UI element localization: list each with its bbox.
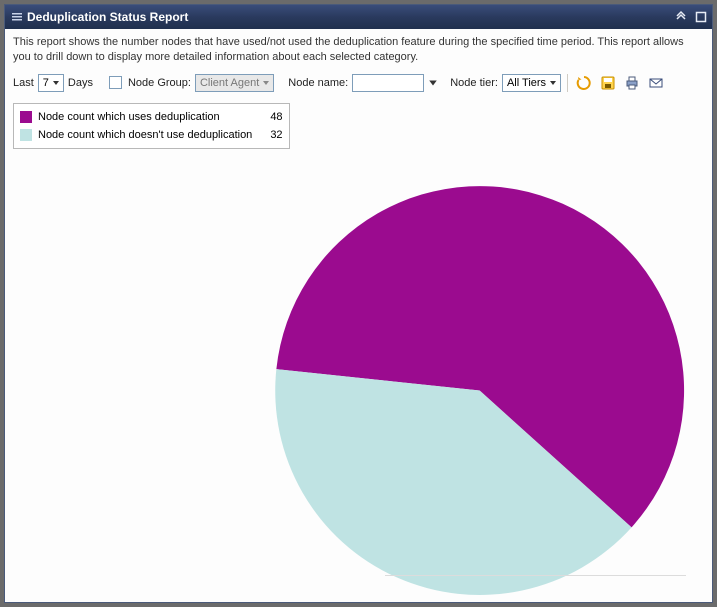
chevron-down-icon: [261, 78, 271, 88]
last-label: Last: [13, 77, 34, 89]
filter-toolbar: Last 7 Days Node Group: Client Agent Nod…: [5, 69, 712, 99]
save-button[interactable]: [598, 73, 618, 93]
node-group-label: Node Group:: [128, 77, 191, 89]
refresh-button[interactable]: [574, 73, 594, 93]
chevron-down-icon: [548, 78, 558, 88]
chevron-down-icon: [51, 78, 61, 88]
node-tier-select[interactable]: All Tiers: [502, 74, 561, 92]
node-group-select[interactable]: Client Agent: [195, 74, 274, 92]
node-tier-value: All Tiers: [507, 77, 548, 89]
report-window: Deduplication Status Report This report …: [4, 4, 713, 603]
chevron-down-icon[interactable]: [428, 78, 438, 88]
menu-icon: [11, 11, 23, 23]
report-description: This report shows the number nodes that …: [5, 29, 712, 69]
node-tier-label: Node tier:: [450, 77, 498, 89]
maximize-button[interactable]: [694, 10, 708, 24]
node-name-label: Node name:: [288, 77, 348, 89]
node-name-input[interactable]: [352, 74, 424, 92]
toolbar-separator: [567, 74, 568, 92]
days-label: Days: [68, 77, 93, 89]
node-group-checkbox[interactable]: [109, 76, 122, 89]
titlebar-controls: [674, 10, 708, 24]
collapse-button[interactable]: [674, 10, 688, 24]
days-select[interactable]: 7: [38, 74, 64, 92]
node-group-value: Client Agent: [200, 77, 261, 89]
chart-content: Node count which uses deduplication 48 N…: [5, 99, 712, 602]
email-button[interactable]: [646, 73, 666, 93]
days-value: 7: [43, 77, 51, 89]
window-title: Deduplication Status Report: [27, 10, 674, 24]
print-button[interactable]: [622, 73, 642, 93]
pie-chart: [5, 99, 712, 602]
footer-divider: [385, 575, 686, 576]
titlebar: Deduplication Status Report: [5, 5, 712, 29]
